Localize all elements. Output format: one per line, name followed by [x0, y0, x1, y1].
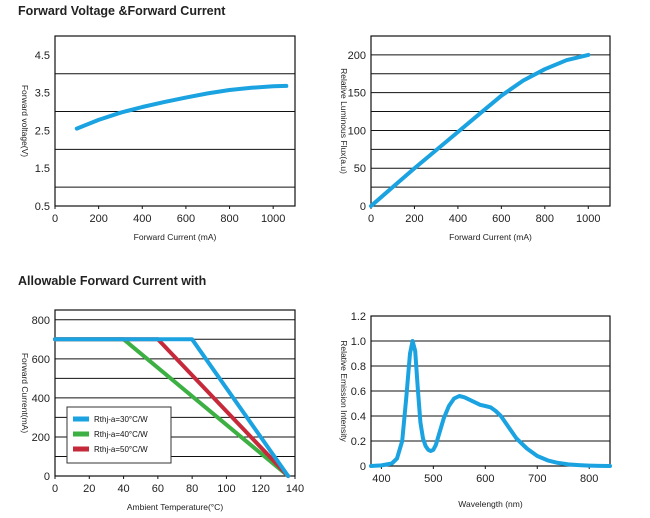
spectrum-chart: 400 500 600 700 800 0 0.2 0.4 0.6 0.8 1.0 1.2 Wavele… [339, 311, 612, 509]
flux-chart: 0 200 400 600 800 1000 0 50 100 150 200 Forward Cur… [339, 35, 611, 242]
derating-x-axis-label: Ambient Temperature(°C) [127, 502, 223, 512]
spectrum-x-tick-label: 700 [528, 473, 546, 485]
flux-y-tick-label: 100 [348, 125, 366, 137]
flux-y-tick-label: 200 [348, 50, 366, 62]
spectrum-y-tick-label: 0.6 [351, 386, 366, 398]
spectrum-x-tick-label: 400 [372, 473, 390, 485]
flux-y-tick-label: 0 [360, 201, 366, 213]
vf-x-tick-label: 600 [177, 213, 195, 225]
derating-y-tick-label: 200 [32, 432, 50, 444]
derating-y-axis-label: Forward Current(mA) [20, 353, 30, 433]
flux-plot-area [371, 36, 610, 206]
vf-y-axis-label: Forward voltage(V) [20, 85, 30, 157]
derating-y-tick-label: 600 [32, 354, 50, 366]
flux-frame [370, 35, 611, 207]
flux-y-axis-label: Relative Luminous Flux(a.u) [339, 68, 349, 174]
spectrum-x-tick-label: 800 [580, 473, 598, 485]
spectrum-y-tick-label: 0.2 [351, 436, 366, 448]
vf-y-tick-label: 1.5 [35, 163, 50, 175]
spectrum-y-axis-label: Relative Emission Intensity [339, 340, 349, 442]
derating-chart: 0 20 40 60 80 100 120 140 0 200 400 600 800 Ambient T… [20, 309, 304, 512]
derating-legend-label: Rthj-a=50°C/W [94, 445, 148, 454]
derating-y-tick-label: 800 [32, 315, 50, 327]
derating-x-tick-label: 40 [117, 483, 129, 495]
derating-x-tick-label: 20 [83, 483, 95, 495]
vf-x-axis-label: Forward Current (mA) [134, 232, 217, 242]
spectrum-y-tick-label: 0.8 [351, 361, 366, 373]
flux-x-tick-label: 400 [449, 213, 467, 225]
vf-chart: 0 200 400 600 800 1000 0.5 1.5 2.5 3.5 4.5 Forward … [20, 35, 296, 242]
spectrum-x-axis-label: Wavelength (nm) [458, 499, 523, 509]
flux-series-line [369, 52, 591, 208]
derating-legend-label: Rthj-a=40°C/W [94, 430, 148, 439]
section-title-forward-voltage: Forward Voltage &Forward Current [18, 4, 226, 18]
vf-y-tick-label: 0.5 [35, 201, 50, 213]
spectrum-y-tick-label: 1.0 [351, 336, 366, 348]
spectrum-y-tick-label: 1.2 [351, 311, 366, 323]
derating-x-tick-label: 0 [52, 483, 58, 495]
derating-y-tick-label: 0 [44, 471, 50, 483]
spectrum-y-tick-label: 0.4 [351, 411, 366, 423]
derating-legend: Rthj-a=30°C/W Rthj-a=40°C/W Rthj-a=50°C/W [66, 406, 172, 464]
derating-y-tick-label: 400 [32, 393, 50, 405]
derating-frame [54, 309, 296, 477]
spectrum-y-tick-label: 0 [360, 461, 366, 473]
vf-y-tick-label: 3.5 [35, 88, 50, 100]
flux-x-tick-label: 1000 [576, 213, 600, 225]
spectrum-x-tick-label: 600 [476, 473, 494, 485]
derating-x-tick-label: 120 [252, 483, 270, 495]
vf-y-tick-label: 4.5 [35, 50, 50, 62]
flux-x-tick-label: 0 [368, 213, 374, 225]
flux-y-tick-label: 150 [348, 88, 366, 100]
flux-x-axis-label: Forward Current (mA) [449, 232, 532, 242]
spectrum-series-line [369, 339, 612, 468]
vf-x-tick-label: 200 [89, 213, 107, 225]
derating-x-tick-label: 100 [217, 483, 235, 495]
vf-x-tick-label: 400 [133, 213, 151, 225]
flux-y-tick-label: 50 [354, 163, 366, 175]
vf-series-line [74, 83, 289, 131]
derating-x-tick-label: 80 [186, 483, 198, 495]
spectrum-x-tick-label: 500 [424, 473, 442, 485]
section-title-allowable-current: Allowable Forward Current with [18, 274, 207, 288]
derating-series-line-0 [53, 337, 291, 478]
vf-y-tick-label: 2.5 [35, 125, 50, 137]
derating-legend-label: Rthj-a=30°C/W [94, 415, 148, 424]
derating-x-tick-label: 140 [286, 483, 304, 495]
flux-x-tick-label: 800 [536, 213, 554, 225]
flux-x-tick-label: 200 [405, 213, 423, 225]
spectrum-frame [370, 315, 611, 467]
vf-frame [54, 35, 296, 207]
vf-x-tick-label: 1000 [261, 213, 285, 225]
vf-x-tick-label: 0 [52, 213, 58, 225]
vf-x-tick-label: 800 [220, 213, 238, 225]
flux-x-tick-label: 600 [492, 213, 510, 225]
derating-x-tick-label: 60 [152, 483, 164, 495]
